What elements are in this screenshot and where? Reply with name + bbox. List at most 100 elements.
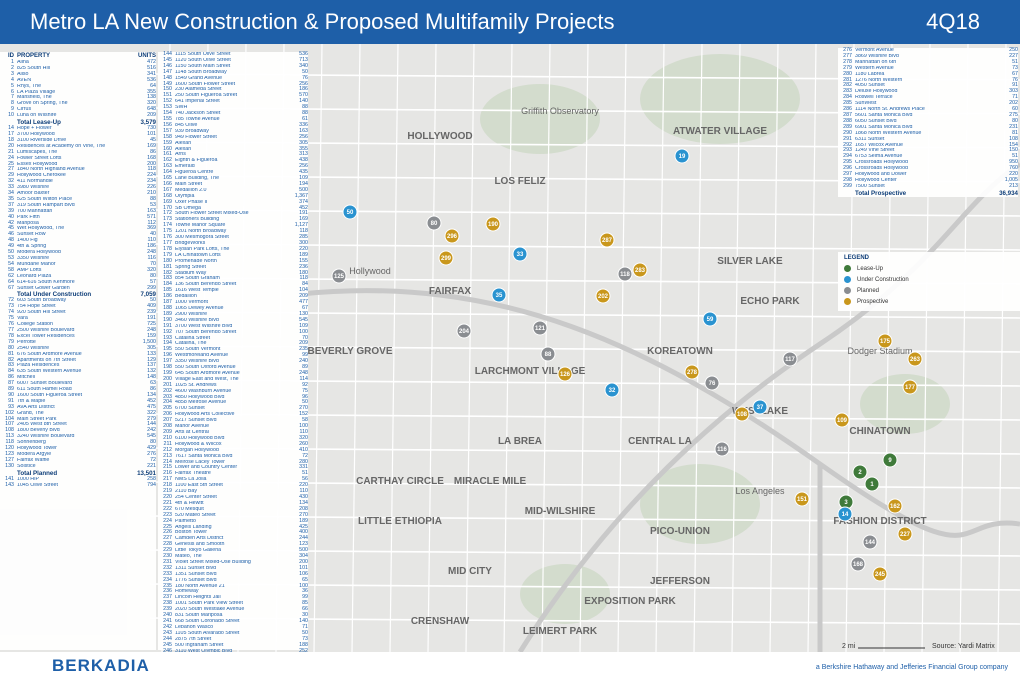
project-list: 144 1115 South Olive Street 536 145 1120 Sou… bbox=[158, 51, 308, 680]
table-row: 234 1776 Sunset Blvd 65 bbox=[158, 577, 308, 584]
cell-id: 77 bbox=[8, 326, 14, 333]
cell-property: Mariposa bbox=[17, 220, 39, 226]
cell-id: 107 bbox=[5, 421, 14, 428]
legend-item: Planned bbox=[844, 285, 1020, 296]
cell-units: 304 bbox=[299, 553, 308, 560]
marker-label: 19 bbox=[679, 154, 686, 160]
cell-units: 235 bbox=[299, 346, 308, 353]
cell-property: 2500 Wilshire Boulevard bbox=[17, 327, 75, 333]
cell-id: 149 bbox=[163, 80, 172, 87]
cell-units: 270 bbox=[299, 405, 308, 412]
table-row: 219 2110 Bay 110 bbox=[158, 488, 308, 495]
marker-label: 50 bbox=[347, 210, 354, 216]
cell-id: 211 bbox=[163, 440, 172, 447]
cell-property: Hollywood Tower bbox=[17, 446, 57, 452]
cell-id: 207 bbox=[163, 417, 172, 424]
table-row: 174 Towne Manor Square 1,127 bbox=[158, 222, 308, 229]
cell-units: 53 bbox=[150, 201, 156, 208]
table-row: 155 785 Towne Avenue 61 bbox=[158, 116, 308, 123]
cell-property: Morgan Hollywood bbox=[175, 447, 219, 453]
col-id: ID bbox=[8, 53, 14, 59]
table-row: 212 Morgan Hollywood 410 bbox=[158, 447, 308, 454]
cell-property: Elysian Park Lofts, The bbox=[175, 246, 230, 252]
cell-id: 203 bbox=[163, 393, 172, 400]
table-row: 209 Arts at Central 110 bbox=[158, 429, 308, 436]
cell-id: 299 bbox=[843, 182, 852, 189]
cell-id: 27 bbox=[8, 166, 14, 173]
table-row: 78 Excel Tower Residences 159 bbox=[0, 333, 156, 340]
cell-id: 91 bbox=[8, 397, 14, 404]
cell-property: Westmoreland Avenue bbox=[175, 353, 229, 359]
cell-property: Violet Street Mixed-Use Building bbox=[175, 559, 251, 565]
cell-property: Catalina, The bbox=[175, 341, 207, 347]
cell-units: 320 bbox=[147, 266, 156, 273]
table-row: 168 Olympia 1,367 bbox=[158, 193, 308, 200]
table-row: 222 670 Mesquit 208 bbox=[158, 506, 308, 513]
table-row: 185 1616 West Temple 104 bbox=[158, 287, 308, 294]
cell-property: Camden Arts District bbox=[175, 536, 224, 542]
table-row: 144 1115 South Olive Street 536 bbox=[158, 51, 308, 58]
cell-id: 25 bbox=[8, 160, 14, 167]
cell-id: 216 bbox=[163, 470, 172, 477]
cell-units: 1,500 bbox=[142, 338, 156, 345]
table-row: 242 Lebanon Wasco 71 bbox=[158, 624, 308, 631]
table-row: 161 Arris 313 bbox=[158, 152, 308, 158]
table-row: 245 500 Ingraham Street 188 bbox=[158, 642, 308, 649]
project-marker bbox=[862, 534, 878, 550]
project-marker bbox=[491, 287, 507, 303]
area-label: BEVERLY GROVE bbox=[307, 346, 392, 357]
table-row: 217 NMS La Jolla 56 bbox=[158, 476, 308, 483]
cell-property: Little Tokyo Galleria bbox=[175, 548, 222, 554]
table-row: 292 1657 Wilcox Avenue 154 bbox=[838, 142, 1018, 149]
cell-property: 1616 West Temple bbox=[175, 288, 219, 294]
cell-property: SB Omega bbox=[175, 205, 201, 211]
cell-property: 1114 North St. Andrews Place bbox=[855, 107, 925, 113]
cell-id: 282 bbox=[843, 82, 852, 89]
cell-units: 231 bbox=[1009, 123, 1018, 130]
cell-id: 82 bbox=[8, 356, 14, 363]
cell-property: 2110 Bay bbox=[175, 489, 197, 495]
marker-label: 202 bbox=[598, 294, 609, 300]
cell-property: Sunset Row bbox=[17, 232, 46, 238]
table-row: 27 1840 North Highland Avenue 118 bbox=[0, 167, 156, 173]
table-row: 17 3700 Hollywood 101 bbox=[0, 131, 156, 138]
area-label: SILVER LAKE bbox=[717, 256, 783, 267]
project-marker bbox=[512, 246, 528, 262]
cell-property: 1276 North Western bbox=[855, 77, 903, 83]
table-row: 186 Bedallion 209 bbox=[158, 293, 308, 300]
table-row: 284 Roswell Terrace 71 bbox=[838, 94, 1018, 101]
cell-property: Stationers Building bbox=[175, 217, 220, 223]
table-row: 173 Stationers Building 169 bbox=[158, 216, 308, 223]
table-row: 297 Hollywood and Dower 220 bbox=[838, 171, 1018, 178]
area-label: Griffith Observatory bbox=[521, 106, 599, 116]
street bbox=[693, 44, 703, 652]
cell-units: 108 bbox=[1009, 135, 1018, 142]
cell-property: 254 Center Street bbox=[175, 494, 217, 500]
marker-label: 33 bbox=[517, 252, 524, 258]
cell-units: 76 bbox=[302, 74, 308, 81]
cell-id: 195 bbox=[163, 346, 172, 353]
cell-property: Lincoln Heights Jail bbox=[175, 595, 221, 601]
marker-label: 121 bbox=[535, 326, 546, 332]
table-row: 14 Hope + Flower 730 bbox=[0, 125, 156, 132]
cell-units: 67 bbox=[1012, 70, 1018, 77]
cell-property: Medallion 2.0 bbox=[175, 187, 207, 193]
table-row: 83 Plaza Residences 137 bbox=[0, 363, 156, 369]
cell-id: 49 bbox=[8, 243, 14, 250]
cell-property: Promenade North bbox=[175, 258, 217, 264]
table-row: 201 1025 St. Andrews 92 bbox=[158, 382, 308, 389]
cell-id: 35 bbox=[8, 195, 14, 202]
cell-property: Excel Tower Residences bbox=[17, 333, 75, 339]
cell-property: 635 South Western Avenue bbox=[17, 369, 82, 375]
cell-property: Plaza Residences bbox=[17, 363, 60, 369]
table-row: 184 136 South Berendo Street 84 bbox=[158, 281, 308, 288]
cell-units: 88 bbox=[302, 104, 308, 111]
marker-label: 116 bbox=[717, 447, 727, 453]
cell-id: 7 bbox=[11, 94, 14, 101]
cell-property: 7500 Sunset bbox=[855, 183, 885, 189]
project-marker bbox=[850, 556, 866, 572]
cell-property: 136 South Berendo Street bbox=[175, 282, 237, 288]
cell-units: 191 bbox=[299, 210, 308, 217]
cell-id: 58 bbox=[8, 266, 14, 273]
cell-property: Alina bbox=[17, 60, 29, 65]
